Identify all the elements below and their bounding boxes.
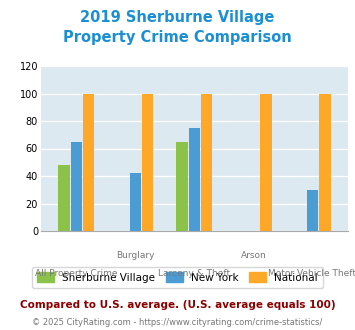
Bar — [142, 93, 153, 231]
Bar — [201, 93, 213, 231]
Text: Compared to U.S. average. (U.S. average equals 100): Compared to U.S. average. (U.S. average … — [20, 300, 335, 310]
Bar — [189, 128, 200, 231]
Text: All Property Crime: All Property Crime — [35, 269, 118, 278]
Bar — [260, 93, 272, 231]
Text: Motor Vehicle Theft: Motor Vehicle Theft — [268, 269, 355, 278]
Text: Larceny & Theft: Larceny & Theft — [158, 269, 230, 278]
Bar — [130, 173, 141, 231]
Bar — [176, 142, 188, 231]
Legend: Sherburne Village, New York, National: Sherburne Village, New York, National — [32, 267, 323, 288]
Text: Burglary: Burglary — [116, 251, 154, 260]
Bar — [83, 93, 94, 231]
Text: 2019 Sherburne Village
Property Crime Comparison: 2019 Sherburne Village Property Crime Co… — [63, 10, 292, 45]
Text: © 2025 CityRating.com - https://www.cityrating.com/crime-statistics/: © 2025 CityRating.com - https://www.city… — [32, 318, 323, 327]
Bar — [307, 190, 318, 231]
Bar — [319, 93, 331, 231]
Bar — [58, 165, 70, 231]
Text: Arson: Arson — [241, 251, 266, 260]
Bar — [71, 142, 82, 231]
